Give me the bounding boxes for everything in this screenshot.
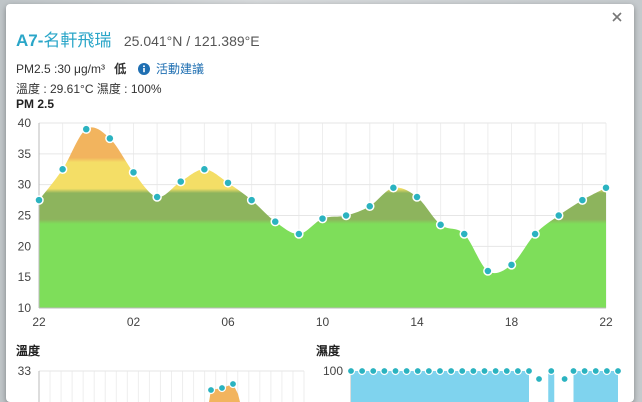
y-tick-label: 100: [323, 364, 343, 378]
humidity-area: [573, 371, 618, 402]
data-point[interactable]: [577, 195, 588, 205]
y-tick-label: 15: [18, 270, 32, 284]
x-tick-label: 22: [32, 315, 46, 329]
data-point[interactable]: [602, 366, 611, 376]
temperature-chart-title: 溫度: [16, 344, 41, 358]
data-point[interactable]: [513, 366, 522, 376]
y-tick-label: 30: [18, 178, 32, 192]
data-point[interactable]: [206, 385, 216, 395]
data-point[interactable]: [217, 383, 227, 393]
data-point[interactable]: [228, 379, 238, 389]
data-point[interactable]: [358, 366, 367, 376]
data-point[interactable]: [435, 366, 445, 376]
humidity-chart: 100: [323, 364, 623, 402]
pm25-chart-title: PM 2.5: [16, 97, 55, 111]
data-point[interactable]: [317, 213, 328, 224]
data-point[interactable]: [81, 124, 91, 134]
data-point[interactable]: [369, 366, 378, 376]
data-point[interactable]: [506, 260, 517, 270]
temperature-value: 溫度 : 29.61°C: [16, 82, 94, 96]
y-tick-label: 25: [18, 209, 32, 223]
data-point[interactable]: [380, 366, 389, 376]
x-tick-label: 18: [505, 315, 519, 329]
popup-header: A7-名軒飛瑞 25.041°N / 121.389°E: [16, 26, 260, 51]
data-point[interactable]: [547, 366, 556, 376]
data-point[interactable]: [613, 366, 623, 376]
data-point[interactable]: [424, 366, 433, 376]
station-title: 名軒飛瑞: [43, 31, 112, 50]
x-tick-label: 14: [410, 315, 424, 329]
data-point[interactable]: [341, 210, 351, 221]
data-point[interactable]: [435, 220, 446, 230]
data-point[interactable]: [591, 366, 600, 376]
station-popup: A7-名軒飛瑞 25.041°N / 121.389°E PM2.5 :30 μ…: [6, 4, 634, 402]
data-point[interactable]: [491, 366, 500, 376]
y-tick-label: 20: [18, 239, 32, 253]
data-point[interactable]: [57, 164, 68, 174]
data-point[interactable]: [402, 366, 411, 376]
data-point[interactable]: [413, 366, 422, 376]
data-point[interactable]: [601, 183, 611, 193]
data-point[interactable]: [176, 176, 186, 187]
station-name: A7-名軒飛瑞: [16, 31, 111, 50]
data-point[interactable]: [294, 229, 304, 239]
temperature-area: [209, 384, 240, 402]
temperature-chart: 33: [18, 364, 305, 402]
data-point[interactable]: [469, 366, 478, 376]
data-point[interactable]: [346, 366, 356, 376]
data-point[interactable]: [365, 201, 375, 211]
x-tick-label: 22: [599, 315, 613, 329]
data-point[interactable]: [105, 133, 115, 144]
data-point[interactable]: [569, 366, 578, 376]
x-tick-label: 06: [221, 315, 235, 329]
data-point[interactable]: [270, 216, 280, 227]
close-icon[interactable]: [610, 10, 624, 24]
station-id: A7-: [16, 31, 44, 50]
pm25-level: 低: [114, 62, 127, 76]
data-point[interactable]: [246, 195, 257, 205]
data-point[interactable]: [524, 366, 534, 376]
data-point[interactable]: [480, 366, 489, 376]
humidity-area: [548, 371, 555, 402]
data-point[interactable]: [391, 366, 400, 376]
activity-advice-link[interactable]: 活動建議: [156, 62, 205, 76]
data-point[interactable]: [560, 374, 569, 384]
x-tick-label: 02: [127, 315, 141, 329]
data-point[interactable]: [447, 366, 456, 376]
y-tick-label: 40: [18, 116, 32, 130]
info-icon[interactable]: [137, 63, 150, 75]
humidity-value: 濕度 : 100%: [96, 82, 162, 96]
x-tick-label: 10: [316, 315, 330, 329]
data-point[interactable]: [152, 192, 162, 202]
data-point[interactable]: [580, 366, 589, 376]
temperature-grid: [38, 370, 305, 402]
data-point[interactable]: [554, 210, 564, 221]
humidity-area: [351, 371, 529, 402]
data-point[interactable]: [534, 374, 544, 384]
data-point[interactable]: [223, 178, 233, 188]
data-point[interactable]: [128, 167, 139, 178]
data-point[interactable]: [483, 266, 493, 276]
data-point[interactable]: [459, 229, 469, 239]
data-point[interactable]: [502, 366, 511, 376]
data-point[interactable]: [458, 366, 467, 376]
pm25-chart: 10 15 20 25 30 35 40 22 02 06 10 14 18 22: [18, 116, 613, 329]
y-tick-label: 33: [18, 364, 32, 378]
station-coordinates: 25.041°N / 121.389°E: [123, 33, 260, 49]
data-point[interactable]: [199, 164, 210, 174]
data-point[interactable]: [530, 229, 540, 239]
humidity-chart-title: 濕度: [316, 344, 341, 358]
pm25-area: [39, 127, 606, 308]
pm25-value: PM2.5 :30 μg/m³: [16, 62, 105, 76]
y-tick-label: 10: [18, 301, 32, 315]
data-point[interactable]: [34, 195, 44, 205]
y-tick-label: 35: [18, 147, 32, 161]
pm25-reading: PM2.5 :30 μg/m³ 低 活動建議: [16, 60, 204, 77]
data-point[interactable]: [412, 192, 422, 202]
data-point[interactable]: [388, 183, 399, 193]
weather-reading: 溫度 : 29.61°C 濕度 : 100%: [16, 80, 162, 97]
